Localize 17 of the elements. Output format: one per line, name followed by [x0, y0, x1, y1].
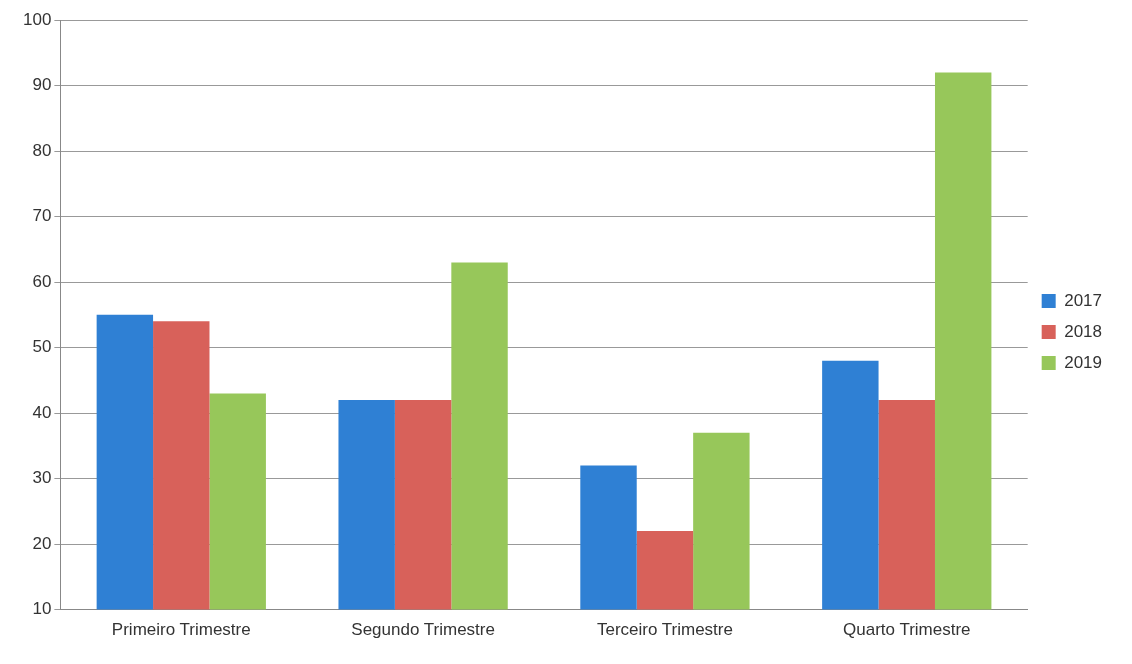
x-tick-label: Segundo Trimestre: [351, 620, 495, 640]
y-tick-label: 100: [22, 9, 52, 29]
x-tick-label: Terceiro Trimestre: [596, 620, 733, 640]
y-tick-label: 60: [32, 271, 52, 291]
x-tick-label: Quarto Trimestre: [842, 620, 971, 640]
y-tick-label: 40: [32, 402, 52, 422]
legend-label: 2018: [1064, 321, 1103, 341]
y-tick-label: 20: [32, 533, 52, 553]
x-tick-label: Primeiro Trimestre: [111, 620, 251, 640]
y-tick-label: 50: [32, 337, 52, 357]
y-tick-label: 70: [32, 206, 52, 226]
y-tick-label: 30: [32, 468, 52, 488]
legend-label: 2017: [1064, 290, 1103, 310]
legend-label: 2019: [1064, 352, 1103, 372]
y-tick-label: 80: [32, 140, 52, 160]
y-tick-label: 10: [32, 599, 52, 619]
y-tick-label: 90: [32, 75, 52, 95]
